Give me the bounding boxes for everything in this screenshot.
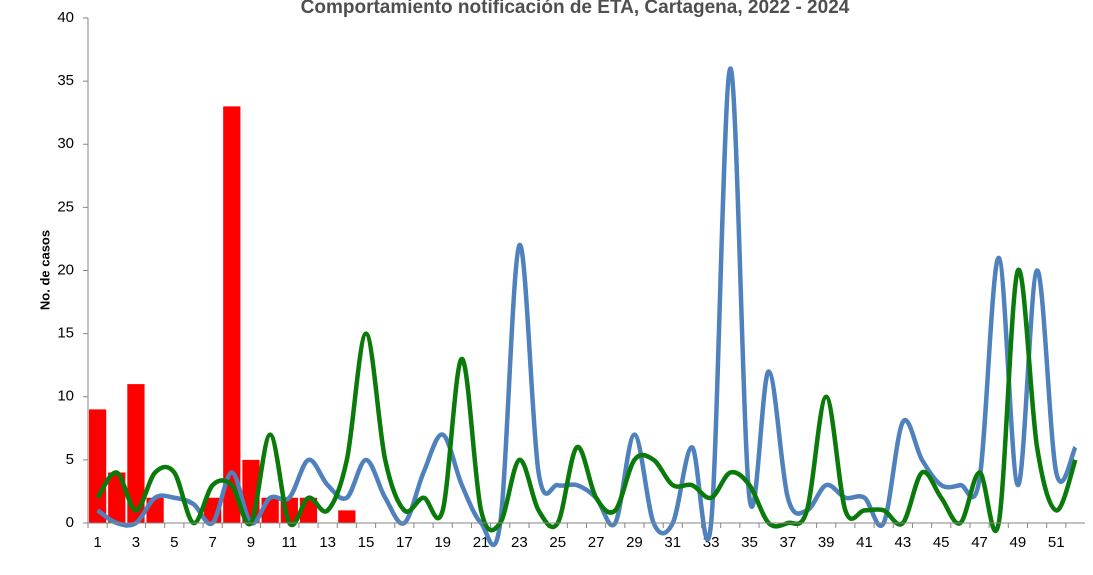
bar xyxy=(223,106,241,523)
x-tick-label: 43 xyxy=(895,534,912,551)
bar xyxy=(108,472,126,523)
x-tick-label: 51 xyxy=(1048,534,1065,551)
bar xyxy=(338,510,356,523)
chart-title: Comportamiento notificación de ETA, Cart… xyxy=(301,0,850,18)
y-axis-label: No. de casos xyxy=(37,230,52,310)
x-tick-label: 39 xyxy=(818,534,835,551)
y-tick-label: 20 xyxy=(57,261,74,278)
x-tick-label: 29 xyxy=(626,534,643,551)
x-tick-label: 35 xyxy=(741,534,758,551)
x-tick-label: 49 xyxy=(1010,534,1027,551)
x-tick-label: 5 xyxy=(170,534,178,551)
y-tick-label: 35 xyxy=(57,72,74,89)
x-tick-label: 11 xyxy=(282,534,298,551)
x-tick-label: 3 xyxy=(132,534,140,551)
x-tick-label: 41 xyxy=(856,534,873,551)
bar xyxy=(88,409,107,523)
x-tick-label: 37 xyxy=(779,534,796,551)
y-tick-label: 0 xyxy=(66,514,74,531)
y-tick-label: 40 xyxy=(57,9,74,26)
x-tick-label: 27 xyxy=(588,534,605,551)
line xyxy=(96,66,1078,548)
x-tick-label: 7 xyxy=(208,534,216,551)
x-tick-label: 47 xyxy=(971,534,988,551)
y-tick-label: 25 xyxy=(57,198,74,215)
y-tick-label: 30 xyxy=(57,135,74,152)
x-tick-label: 45 xyxy=(933,534,950,551)
x-tick-label: 17 xyxy=(396,534,413,551)
y-tick-label: 15 xyxy=(57,325,74,342)
bar xyxy=(127,384,145,523)
line xyxy=(95,267,1078,534)
x-tick-label: 15 xyxy=(358,534,375,551)
x-tick-label: 21 xyxy=(473,534,490,551)
x-tick-label: 19 xyxy=(434,534,451,551)
x-tick-label: 31 xyxy=(664,534,681,551)
x-tick-label: 9 xyxy=(247,534,255,551)
x-tick-label: 23 xyxy=(511,534,528,551)
x-tick-label: 1 xyxy=(93,534,101,551)
y-tick-label: 5 xyxy=(66,451,74,468)
x-tick-label: 25 xyxy=(549,534,566,551)
y-tick-label: 10 xyxy=(57,388,74,405)
x-tick-label: 13 xyxy=(319,534,336,551)
